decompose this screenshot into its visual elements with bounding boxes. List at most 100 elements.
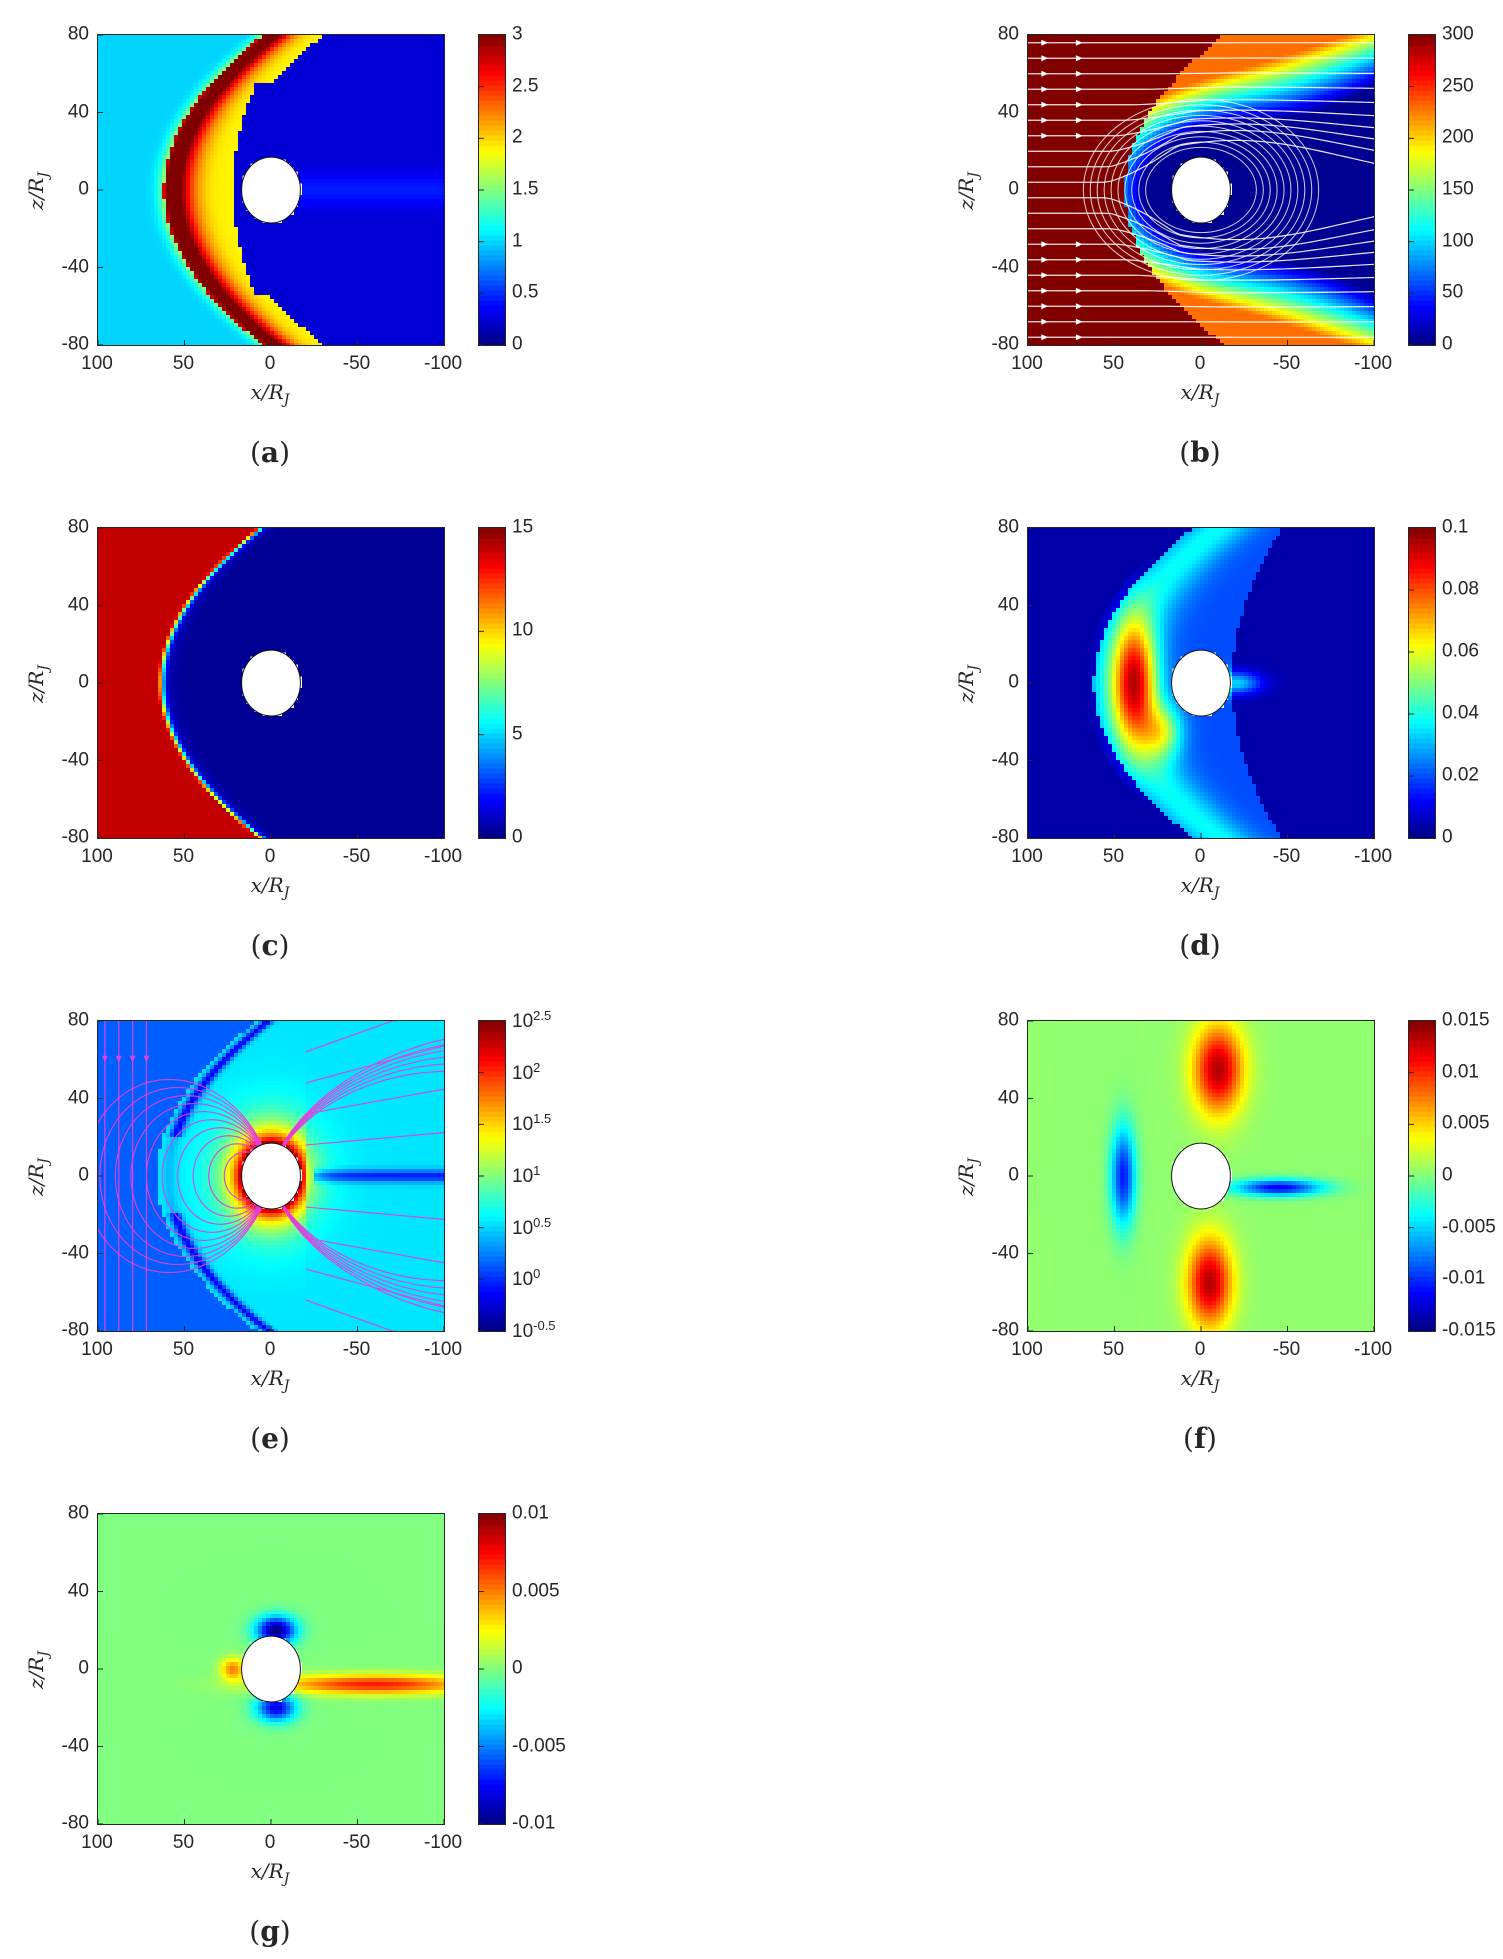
panel-g-colorbar [478, 1513, 506, 1825]
field-line [305, 1045, 444, 1084]
panel-b-x-tick: -50 [1273, 354, 1300, 373]
panel-e-x-tick: -50 [343, 1340, 370, 1359]
panel-e-x-tick: 100 [81, 1340, 113, 1359]
panel-g-x-tick: 50 [173, 1833, 194, 1852]
planet-disk [241, 649, 301, 717]
panel-f-colorbar-tick: -0.005 [1442, 1217, 1496, 1236]
streamline-arrow [1075, 303, 1083, 310]
panel-f-y-tick: 80 [998, 1011, 1019, 1030]
panel-g-y-tick: 80 [68, 1504, 89, 1523]
field-line [305, 1299, 394, 1331]
panel-b-colorbar-tick: 300 [1442, 25, 1474, 44]
streamline-loop [1124, 130, 1278, 250]
field-line [305, 1268, 444, 1307]
panel-g-colorbar-gradient [479, 1514, 505, 1824]
field-line [270, 1056, 444, 1296]
panel-b-colorbar-tick: 50 [1442, 283, 1463, 302]
panel-c-y-tick: 0 [78, 673, 89, 692]
panel-e-colorbar [478, 1020, 506, 1332]
panel-a-y-tick: 40 [68, 102, 89, 121]
streamline-arrow [1075, 334, 1083, 341]
panel-f-y-tick: -80 [992, 1321, 1019, 1340]
streamline [1028, 305, 1374, 308]
streamline [1028, 243, 1374, 263]
panel-a-y-tick: 0 [78, 180, 89, 199]
panel-a-colorbar-gradient [479, 35, 505, 345]
panel-e-colorbar-gradient [479, 1021, 505, 1331]
panel-b-colorbar-gradient [1409, 35, 1435, 345]
panel-f-x-tick: 50 [1103, 1340, 1124, 1359]
panel-b-colorbar-tick: 0 [1442, 335, 1453, 354]
streamline-arrow [1041, 117, 1049, 124]
streamline [1028, 228, 1374, 257]
planet-disk [1171, 649, 1231, 717]
streamline-arrow [1041, 55, 1049, 62]
panel-e-colorbar-tick: 101.5 [512, 1112, 551, 1134]
streamline-arrow [1075, 101, 1083, 108]
panel-d-y-tick: -40 [992, 750, 1019, 769]
panel-c-colorbar-tick: 10 [512, 621, 533, 640]
panel-d-plot-area [1027, 527, 1375, 839]
panel-e-y-tick: -40 [62, 1243, 89, 1262]
panel-e-label: (e) [250, 1422, 290, 1455]
panel-e-x-tick: 50 [173, 1340, 194, 1359]
streamline-arrow [1075, 86, 1083, 93]
streamline-arrow [1041, 86, 1049, 93]
panel-f-colorbar-tick: 0 [1442, 1166, 1453, 1185]
planet-disk [241, 1142, 301, 1210]
panel-c-colorbar [478, 527, 506, 839]
field-line [305, 1088, 444, 1115]
field-line [114, 1094, 272, 1258]
streamline-arrow [1075, 70, 1083, 77]
panel-d-colorbar-tick: 0 [1442, 828, 1453, 847]
panel-g-y-tick: 40 [68, 1581, 89, 1600]
panel-d-y-tick: 80 [998, 518, 1019, 537]
panel-g-colorbar-tick: 0.005 [512, 1581, 560, 1600]
panel-b-y-tick: 80 [998, 25, 1019, 44]
panel-c-colorbar-tick: 15 [512, 518, 533, 537]
panel-b-colorbar-tick: 150 [1442, 180, 1474, 199]
panel-f-plot-area [1027, 1020, 1375, 1332]
panel-g-colorbar-tick: 0 [512, 1659, 523, 1678]
streamline [1028, 109, 1374, 121]
panel-e-colorbar-tick: 102.5 [512, 1009, 551, 1031]
field-line-arrow [101, 1055, 108, 1063]
panel-c-y-tick: -80 [62, 828, 89, 847]
streamline [1028, 259, 1374, 271]
panel-a-colorbar-tick: 2.5 [512, 76, 538, 95]
streamline-loop [1089, 104, 1313, 276]
panel-a-colorbar-tick: 0.5 [512, 283, 538, 302]
panel-f-x-tick: 100 [1011, 1340, 1043, 1359]
streamline-arrow [1075, 256, 1083, 263]
field-line [145, 1111, 272, 1241]
field-line [305, 1237, 444, 1264]
panel-b-y-tick: -80 [992, 335, 1019, 354]
streamline [1028, 212, 1374, 251]
panel-g-x-axis-label: x/RJ [251, 1859, 290, 1887]
streamline [1028, 129, 1374, 168]
streamline-arrow [1075, 287, 1083, 294]
panel-b-label: (b) [1179, 436, 1220, 469]
panel-e-colorbar-tick: 102 [512, 1060, 540, 1082]
panel-a-colorbar-tick: 1.5 [512, 180, 538, 199]
panel-d-y-tick: 0 [1008, 673, 1019, 692]
panel-e-y-tick: 0 [78, 1166, 89, 1185]
panel-d-x-axis-label: x/RJ [1181, 873, 1220, 901]
planet-disk [1171, 156, 1231, 224]
panel-c-plot-area [97, 527, 445, 839]
panel-b-x-tick: -100 [1354, 354, 1392, 373]
panel-a-colorbar-tick: 1 [512, 231, 523, 250]
panel-e-y-tick: -80 [62, 1321, 89, 1340]
streamline-loop [1117, 125, 1285, 255]
panel-d-colorbar-tick: 0.02 [1442, 766, 1479, 785]
panel-a-colorbar-tick: 2 [512, 128, 523, 147]
streamline-arrow [1075, 117, 1083, 124]
field-line [270, 1050, 444, 1302]
streamline-loop [1110, 120, 1292, 260]
field-line [270, 1070, 444, 1282]
panel-b-colorbar [1408, 34, 1436, 346]
panel-c-colorbar-tick: 0 [512, 828, 523, 847]
panel-g-y-tick: 0 [78, 1659, 89, 1678]
field-line-arrow [143, 1055, 150, 1063]
panel-b-plot-area [1027, 34, 1375, 346]
